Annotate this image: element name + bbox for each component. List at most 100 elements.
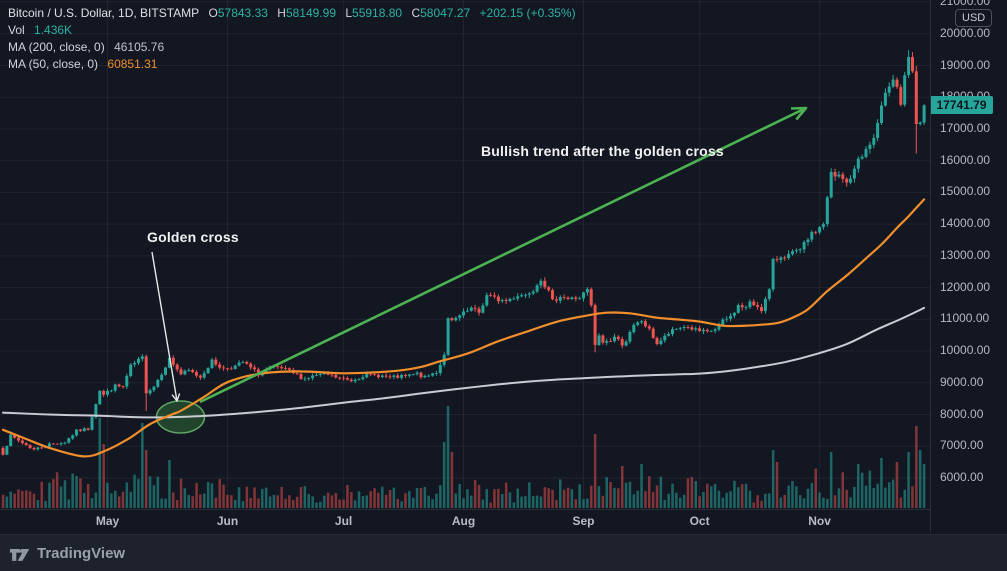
candle-body	[191, 370, 195, 373]
candle-body	[756, 305, 760, 307]
ma200-line[interactable]	[2, 306, 926, 419]
volume-legend-row[interactable]: Vol 1.436K	[8, 22, 576, 39]
candle-body	[547, 287, 551, 291]
candle-body	[148, 390, 152, 394]
candle-body	[624, 341, 628, 346]
currency-badge[interactable]: USD	[955, 9, 993, 27]
candle-body	[640, 321, 644, 323]
candle-body	[907, 57, 911, 76]
candle-body	[245, 362, 249, 364]
candle-body	[369, 373, 373, 375]
candle-body	[837, 174, 841, 177]
candle-body	[121, 386, 125, 388]
volume-bar	[632, 494, 636, 508]
volume-bar	[257, 498, 260, 508]
volume-bar	[837, 488, 841, 508]
candle-body	[175, 364, 179, 370]
volume-bar	[621, 466, 624, 508]
candle-body	[233, 365, 237, 369]
volume-bar	[295, 496, 299, 508]
candle-body	[791, 251, 794, 255]
volume-bar	[237, 487, 241, 508]
volume-bar	[415, 488, 419, 508]
volume-bar	[384, 494, 388, 508]
volume-bar	[841, 472, 844, 508]
golden-cross-annotation-text[interactable]: Golden cross	[147, 229, 239, 245]
volume-bar	[191, 496, 194, 508]
volume-bar	[404, 493, 407, 508]
candle-body	[287, 368, 291, 370]
bullish-trend-arrow[interactable]	[199, 106, 807, 404]
candle-body	[543, 280, 547, 288]
volume-bar	[903, 489, 906, 508]
candle-body	[98, 390, 102, 405]
volume-bar	[326, 492, 330, 508]
candle-body	[578, 298, 582, 300]
volume-bar	[524, 496, 527, 508]
candle-body	[883, 92, 887, 106]
volume-bar	[36, 500, 40, 508]
candle-body	[775, 259, 779, 260]
symbol-legend-row[interactable]: Bitcoin / U.S. Dollar, 1D, BITSTAMP O578…	[8, 5, 576, 22]
volume-bar	[48, 482, 51, 508]
price-axis[interactable]: USD 17741.79 21000.0020000.0019000.00180…	[930, 0, 1007, 533]
volume-bar	[493, 489, 496, 508]
volume-bar	[636, 490, 639, 508]
candle-body	[5, 446, 9, 455]
candle-body	[63, 442, 67, 444]
candle-body	[585, 289, 589, 293]
volume-bar	[764, 493, 767, 508]
candle-body	[102, 390, 106, 395]
candle-body	[500, 300, 504, 302]
tradingview-logo-icon[interactable]	[9, 546, 30, 562]
high-label: H	[277, 6, 286, 20]
candle-body	[222, 367, 226, 369]
volume-bar	[702, 491, 705, 508]
volume-bar	[756, 495, 759, 508]
ma200-legend-row[interactable]: MA (200, close, 0) 46105.76	[8, 39, 576, 56]
candle-body	[109, 390, 113, 392]
candle-body	[94, 404, 98, 418]
time-axis[interactable]: May Jun Jul Aug Sep Oct Nov	[0, 509, 930, 534]
candle-body	[315, 375, 318, 376]
volume-bar	[280, 487, 283, 508]
candle-body	[361, 377, 365, 379]
ma50-line[interactable]	[1, 198, 926, 458]
golden-cross-pointer-arrow[interactable]	[151, 251, 178, 402]
price-chart-pane[interactable]: Bitcoin / U.S. Dollar, 1D, BITSTAMP O578…	[0, 0, 930, 509]
candle-body	[609, 341, 613, 342]
candle-body	[434, 373, 438, 374]
candlestick-chart-svg[interactable]	[0, 0, 930, 509]
candle-wick	[799, 248, 801, 254]
candle-body	[818, 227, 822, 233]
volume-bar	[853, 487, 856, 508]
volume-bar	[497, 488, 500, 508]
volume-bar	[292, 500, 295, 508]
volume-bar	[671, 483, 674, 508]
tradingview-brand-text[interactable]: TradingView	[37, 545, 126, 562]
candle-body	[133, 362, 137, 365]
volume-bar	[381, 486, 384, 508]
bullish-trend-annotation-text[interactable]: Bullish trend after the golden cross	[481, 143, 724, 159]
candle-body	[20, 440, 24, 444]
candle-wick	[316, 373, 317, 377]
candle-body	[682, 327, 686, 328]
candle-body	[125, 375, 129, 387]
price-axis-tick: 16000.00	[940, 152, 991, 167]
candle-body	[280, 367, 284, 369]
candle-body	[156, 379, 160, 387]
candle-body	[140, 356, 144, 359]
volume-bar	[28, 491, 32, 508]
volume-bar	[555, 500, 558, 508]
ma50-legend-row[interactable]: MA (50, close, 0) 60851.31	[8, 56, 576, 73]
low-label: L	[345, 6, 353, 20]
volume-bar	[195, 482, 198, 508]
volume-bar	[752, 502, 755, 508]
volume-bar	[423, 487, 427, 508]
volume-bar	[775, 462, 779, 508]
volume-bar	[199, 494, 202, 508]
candle-body	[113, 384, 117, 391]
volume-bar	[203, 493, 206, 508]
candle-body	[454, 317, 458, 321]
candle-body	[67, 438, 71, 443]
